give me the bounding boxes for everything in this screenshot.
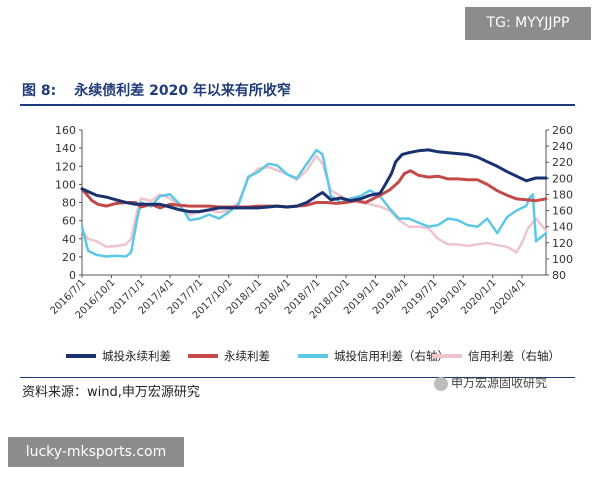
right-tick-label: 260 (552, 124, 573, 137)
series-line-2 (80, 169, 548, 210)
legend-label-4: 信用利差（右轴） (468, 349, 560, 363)
left-tick-label: 60 (62, 215, 76, 228)
right-tick-label: 240 (552, 140, 573, 153)
right-tick-label: 180 (552, 188, 573, 201)
spread-line-chart: 0 20 40 60 80 100 120 140 160 80 100 120 140 160 180 20… (49, 124, 573, 363)
site-badge: lucky-mksports.com (8, 437, 184, 467)
right-tick-label: 160 (552, 205, 573, 218)
legend-label-1: 城投永续利差 (102, 349, 171, 363)
figure-title-text: 永续债利差 2020 年以来有所收窄 (74, 83, 291, 99)
right-tick-label: 140 (552, 221, 573, 234)
right-tick-label: 100 (552, 253, 573, 266)
left-tick-label: 80 (62, 197, 76, 210)
series-line-4 (80, 154, 548, 254)
figure-title: 图 8: 永续债利差 2020 年以来有所收窄 (22, 80, 291, 100)
left-tick-label: 20 (62, 251, 76, 264)
source-divider (20, 377, 575, 378)
left-tick-label: 100 (55, 178, 76, 191)
telegram-badge: TG: MYYJJPP (465, 7, 591, 40)
watermark-text: 申万宏源固收研究 (451, 376, 548, 390)
right-tick-label: 120 (552, 237, 573, 250)
wechat-icon (434, 376, 448, 391)
source-note: 资料来源：wind,申万宏源研究 (22, 385, 200, 400)
legend-label-2: 永续利差 (224, 349, 270, 363)
legend-label-3: 城投信用利差（右轴） (334, 349, 449, 363)
right-tick-label: 200 (552, 172, 573, 185)
left-tick-label: 0 (69, 269, 76, 282)
right-tick-label: 80 (552, 269, 566, 282)
series-line-1 (80, 148, 548, 214)
watermark: 申万宏源固收研究 (434, 374, 547, 391)
title-divider (20, 104, 575, 106)
figure-label: 图 8: (22, 83, 57, 99)
right-tick-label: 220 (552, 156, 573, 169)
left-tick-label: 140 (55, 142, 76, 155)
left-tick-label: 120 (55, 160, 76, 173)
left-tick-label: 40 (62, 233, 76, 246)
left-tick-label: 160 (55, 124, 76, 137)
